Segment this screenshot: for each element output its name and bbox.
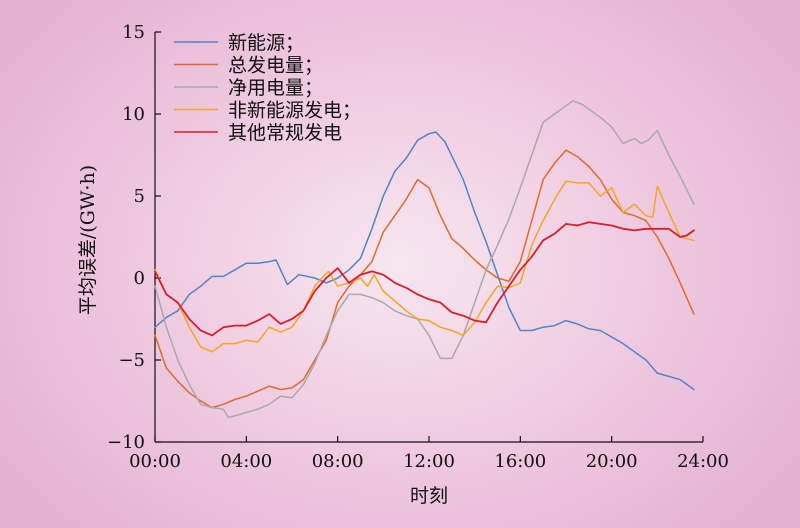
legend-label: 新能源； (228, 32, 304, 54)
legend-label: 其他常规发电 (228, 122, 342, 144)
x-tick-label: 04:00 (220, 451, 272, 472)
legend: 新能源；总发电量；净用电量；非新能源发电；其他常规发电 (174, 32, 361, 144)
y-tick-label: 5 (134, 186, 145, 207)
series-line-2 (154, 149, 695, 409)
x-tick-label: 16:00 (494, 451, 546, 472)
series-line-1 (154, 131, 695, 391)
x-tick-label: 12:00 (403, 451, 455, 472)
legend-label: 净用电量； (228, 77, 323, 99)
series-line-4 (154, 180, 695, 353)
x-tick-label: 00:00 (129, 451, 181, 472)
x-tick-label: 24:00 (677, 451, 729, 472)
x-axis-title: 时刻 (410, 485, 448, 507)
y-tick-label: 10 (122, 104, 145, 125)
y-tick-label: 15 (122, 22, 145, 43)
y-tick-label: 0 (134, 268, 145, 289)
series-lines (154, 100, 695, 419)
x-tick-label: 20:00 (586, 451, 638, 472)
series-line-5 (154, 221, 695, 337)
series-line-3 (154, 100, 695, 419)
y-tick-label: −5 (118, 350, 145, 371)
y-tick-label: −10 (107, 432, 145, 453)
x-tick-label: 08:00 (312, 451, 364, 472)
legend-label: 总发电量； (228, 55, 323, 77)
legend-label: 非新能源发电； (228, 100, 361, 122)
y-axis-title: 平均误差/(GW·h) (77, 165, 99, 315)
